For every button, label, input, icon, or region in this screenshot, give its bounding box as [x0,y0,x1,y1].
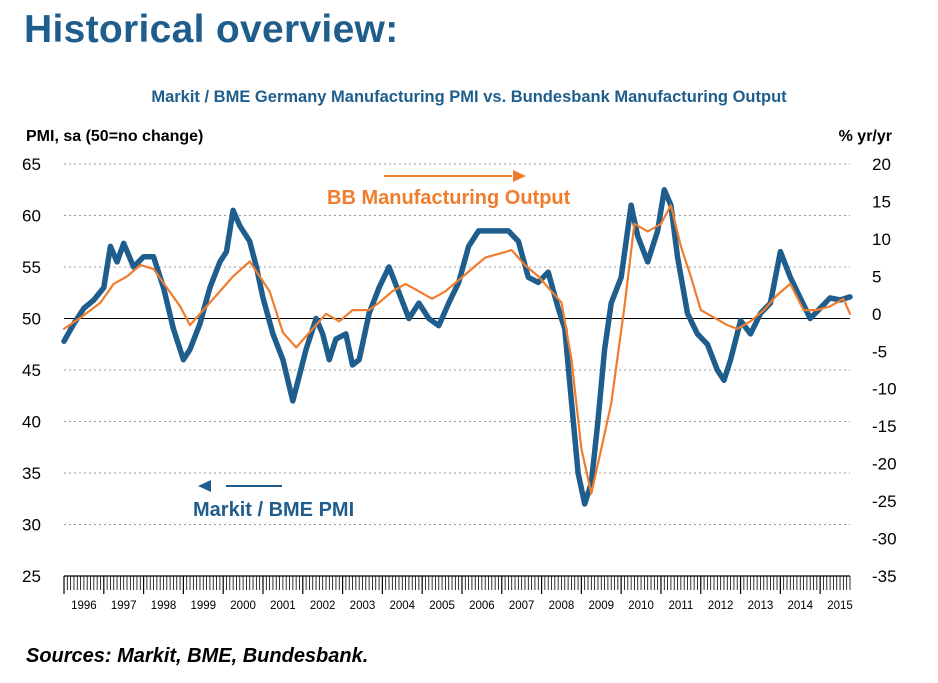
y-tick-left: 50 [22,310,41,329]
left-axis-label: PMI, sa (50=no change) [26,128,204,145]
y-tick-right: -30 [872,530,897,549]
x-tick-label: 2004 [389,600,415,612]
x-tick-label: 1996 [71,600,97,612]
x-tick-label: 2011 [668,600,693,612]
y-tick-left: 60 [22,207,41,226]
y-tick-left: 40 [22,413,41,432]
x-tick-label: 2015 [827,600,853,612]
y-tick-right: -35 [872,567,897,586]
chart-title: Markit / BME Germany Manufacturing PMI v… [151,88,787,106]
x-tick-label: 2000 [230,600,256,612]
y-tick-left: 45 [22,361,41,380]
x-tick-label: 2009 [588,600,614,612]
x-tick-label: 2007 [509,600,535,612]
page-title: Historical overview: [24,8,399,51]
output-series-line [62,204,852,495]
x-tick-label: 2003 [350,600,376,612]
x-tick-label: 2010 [628,600,654,612]
y-tick-right: 0 [872,305,881,324]
output-series-label: BB Manufacturing Output [327,187,571,209]
x-axis [63,575,851,594]
y-tick-right: 10 [872,230,891,249]
x-tick-label: 2008 [549,600,575,612]
pmi-series-line [61,187,853,507]
y-tick-left: 25 [22,567,41,586]
y-tick-left: 65 [22,155,41,174]
y-tick-right: -15 [872,417,897,436]
x-tick-label: 2013 [748,600,774,612]
chart: 65605550454035302520151050-5-10-15-20-25… [22,155,897,612]
x-tick-label: 2001 [270,600,296,612]
y-tick-right: -10 [872,380,897,399]
y-tick-right: 15 [872,192,891,211]
x-tick-label: 2014 [787,600,813,612]
x-tick-label: 1997 [111,600,137,612]
y-tick-right: 20 [872,155,891,174]
x-tick-label: 2005 [429,600,455,612]
y-tick-right: 5 [872,267,881,286]
labels: 65605550454035302520151050-5-10-15-20-25… [22,155,897,612]
x-tick-label: 1999 [190,600,216,612]
y-tick-right: -5 [872,342,887,361]
y-tick-right: -20 [872,455,897,474]
y-tick-left: 55 [22,258,41,277]
y-tick-right: -25 [872,492,897,511]
output-arrow-head [513,170,526,182]
x-tick-label: 1998 [151,600,177,612]
sources-note: Sources: Markit, BME, Bundesbank. [26,645,369,667]
pmi-arrow-head [198,480,211,492]
x-tick-label: 2006 [469,600,495,612]
pmi-series-label: Markit / BME PMI [193,499,354,521]
x-tick-label: 2012 [708,600,734,612]
right-axis-label: % yr/yr [838,128,892,145]
y-tick-left: 35 [22,464,41,483]
y-tick-left: 30 [22,516,41,535]
series-lines [61,187,853,507]
x-tick-label: 2002 [310,600,336,612]
